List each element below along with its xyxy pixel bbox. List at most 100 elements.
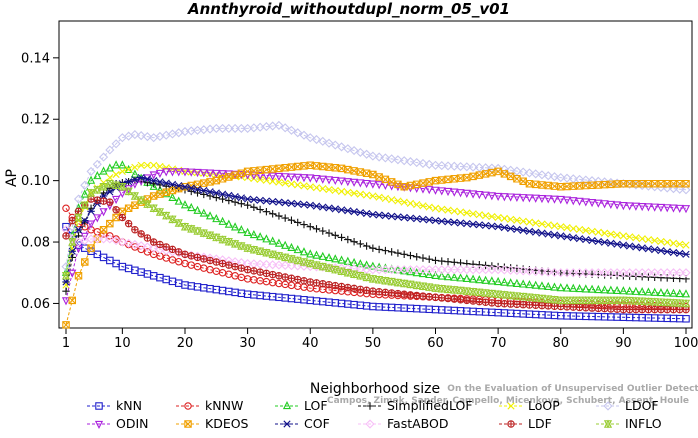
data-point-loop [482,212,490,220]
data-point-loop [632,234,640,242]
legend-item-fastabod: FastABOD [358,416,449,431]
data-point-fastabod [86,234,96,244]
data-point-ldf [650,305,659,314]
data-point-odin [162,168,171,177]
data-point-ldf [300,277,308,285]
data-point-odin [362,179,371,189]
series-line-fastabod [65,229,686,274]
data-point-ldf [406,291,415,299]
data-point-fastabod [430,265,441,275]
data-point-simplifiedlof [243,201,252,209]
data-point-odin [450,188,459,197]
data-point-odin [205,169,215,178]
data-point-loop [676,240,684,248]
data-point-fastabod [380,265,390,275]
data-point-ldof [330,140,340,150]
data-point-lof [318,251,327,260]
data-point-inflo [650,297,659,307]
data-point-ldof [299,130,309,140]
data-point-fastabod [612,268,622,278]
data-point-cof [300,200,308,209]
data-point-fastabod [268,260,278,270]
data-point-cof [513,225,521,234]
data-point-odin [93,214,102,223]
data-point-lof [268,236,277,245]
data-point-inflo [562,295,572,305]
data-point-loop [500,214,508,222]
data-point-lof [205,211,215,220]
data-point-knnw [206,265,214,274]
data-point-cof [281,199,289,207]
data-point-ldf [212,258,221,266]
data-point-odin [86,220,96,229]
data-point-ldf [607,305,615,313]
data-point-loop [669,239,678,247]
data-point-lof [619,286,628,295]
data-point-loop [118,167,126,176]
data-point-cof [613,240,621,248]
data-point-ldf [168,245,177,254]
data-point-cof [312,202,321,210]
y-tick-label: 0.06 [21,297,50,312]
data-point-loop [488,212,496,221]
data-point-loop [494,213,502,222]
data-point-kdeos [256,166,264,174]
data-point-odin [368,180,377,189]
data-point-ldf [250,267,258,275]
data-point-fastabod [493,265,503,275]
y-tick-label: 0.12 [21,113,50,128]
data-point-lof [481,275,490,284]
data-point-kdeos [81,258,89,266]
data-point-loop [657,237,665,246]
data-point-inflo [224,237,233,247]
data-point-kdeos [431,176,440,185]
data-point-ldf [99,197,108,205]
series-inflo [61,179,691,308]
legend-item-lof: LOF [275,398,328,413]
data-point-lof [418,268,428,278]
data-point-ldof [368,151,378,161]
data-point-lof [512,278,521,287]
data-point-odin [494,192,503,202]
data-point-loop [444,206,452,214]
data-point-inflo [468,287,478,297]
data-point-lof [93,171,102,180]
legend-label-knnw: kNNW [205,398,243,413]
data-point-cof [538,229,546,237]
data-point-loop [438,205,446,213]
data-point-ldof [412,157,422,168]
data-point-ldf [475,297,484,306]
data-point-ldof [293,128,303,138]
data-point-ldf [237,264,246,272]
data-point-fastabod [574,268,585,278]
series-line-inflo [65,183,687,304]
data-point-fastabod [549,267,560,278]
data-point-ldf [569,303,578,311]
data-point-loop [588,227,596,235]
data-point-knn [93,250,102,259]
legend-label-ldf: LDF [528,416,552,431]
data-point-simplifiedlof [387,248,396,256]
data-point-loop [331,186,339,195]
data-point-fastabod [524,266,535,276]
data-point-lof [86,175,96,184]
data-point-inflo [80,200,89,210]
legend-label-ldof: LDOF [625,398,659,413]
data-point-loop [519,217,527,225]
data-point-ldf [431,293,440,301]
data-point-lof [312,250,321,259]
data-point-ldf [456,296,465,304]
data-point-fastabod [443,265,453,275]
data-point-lof [500,277,509,286]
data-point-ldof [311,134,322,145]
data-point-ldf [375,288,383,296]
data-point-odin [600,200,609,209]
data-point-fastabod [643,268,654,278]
data-point-loop [413,200,421,209]
data-point-lof [293,244,302,254]
data-point-lof [487,276,496,285]
data-point-ldf [638,305,646,314]
data-point-inflo [155,207,165,217]
data-point-odin [462,189,471,198]
data-point-kdeos [475,171,484,179]
